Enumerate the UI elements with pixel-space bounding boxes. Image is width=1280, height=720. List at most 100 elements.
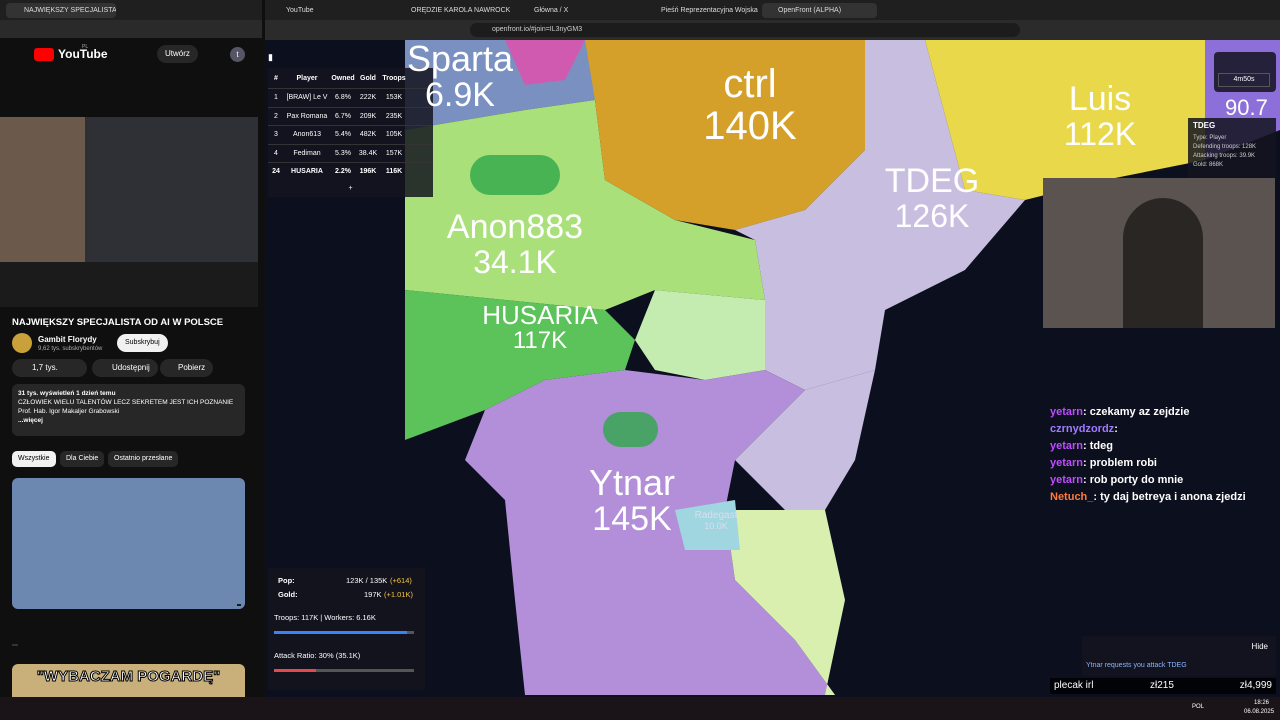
edge-label: 90.7: [1225, 95, 1268, 120]
info-line: Gold: 868K: [1193, 162, 1224, 168]
region: PL: [82, 44, 89, 50]
thumbnail[interactable]: [12, 478, 245, 609]
pop-delta: (+614): [390, 576, 412, 585]
troops-slider[interactable]: [274, 631, 414, 634]
cell: 209K: [359, 112, 377, 120]
chat-message: yetarn: czekamy az zejdzie: [1050, 406, 1270, 418]
avatar[interactable]: t: [230, 47, 245, 62]
cell: 482K: [359, 131, 377, 139]
webcam: [1043, 178, 1275, 328]
cell: HUSARIA: [291, 168, 323, 176]
next-thumbnail[interactable]: "WYBACZAM POGARDĘ": [12, 664, 245, 697]
filter-chip[interactable]: Dla Ciebie: [60, 451, 105, 467]
goal-item: plecak irl: [1054, 680, 1094, 691]
chat-user[interactable]: yetarn: [1050, 457, 1084, 469]
tab[interactable]: OpenFront (ALPHA): [762, 3, 877, 18]
info-line: Attacking troops: 39.9K: [1193, 153, 1256, 159]
column-header: Owned: [331, 74, 355, 82]
player-info: TDEG Type: Player Defending troops: 128K A…: [1188, 118, 1276, 178]
clock-date: 06.08.2025: [1244, 709, 1275, 715]
cell: 2: [274, 112, 278, 120]
share-button[interactable]: Udostępnij: [92, 359, 158, 377]
separator: :: [1083, 440, 1090, 452]
attack-slider[interactable]: [274, 669, 414, 672]
subscribe-button[interactable]: Subskrybuj: [117, 334, 168, 352]
column-header: Troops: [382, 74, 406, 82]
chat-text: rob porty do mnie: [1089, 474, 1184, 486]
leaderboard-row: 2 Pax Romana 6.7% 209K 235K: [268, 106, 433, 126]
hide-button[interactable]: Hide: [1251, 642, 1268, 651]
language[interactable]: POL: [1192, 704, 1205, 710]
map[interactable]: [405, 40, 1280, 695]
chat: yetarn: czekamy az zejdzie czrnydzordz: y…: [1050, 406, 1270, 508]
column-header: Player: [296, 74, 318, 82]
cell: Fediman: [293, 149, 321, 157]
description[interactable]: 31 tys. wyświetleń 1 dzień temu CZŁOWIEK …: [12, 384, 245, 436]
video-player[interactable]: [0, 117, 258, 307]
column-header: Gold: [360, 74, 376, 82]
goal-current: zł215: [1150, 680, 1174, 691]
logo[interactable]: YouTube: [58, 47, 108, 61]
badge: [12, 644, 18, 646]
cell: 5.3%: [335, 149, 351, 157]
cell: 222K: [359, 94, 377, 102]
gold: 197K: [364, 590, 382, 599]
leaderboard: # Player Owned Gold Troops 1 [BRAW] Le V 6.8% 22…: [268, 68, 433, 197]
tab[interactable]: NAJWIĘKSZY SPECJALISTA OD: [6, 3, 116, 18]
cell: 6.7%: [335, 112, 351, 120]
description-line: Prof. Hab. Igor Makaljer Grabowski: [18, 408, 120, 415]
pop-label: Pop:: [278, 576, 295, 585]
leaderboard-icon[interactable]: ▮: [268, 52, 273, 62]
cell: 1: [274, 94, 278, 102]
attack-ratio: Attack Ratio: 30% (35.1K): [274, 651, 361, 660]
expand-button[interactable]: +: [348, 184, 353, 192]
stats-panel: Pop: 123K / 135K (+614) Gold: 197K (+1.0…: [268, 568, 425, 690]
chat-user[interactable]: Netuch_: [1050, 491, 1094, 503]
chat-user[interactable]: yetarn: [1050, 406, 1084, 418]
troops: Troops: 117K | Workers: 6.16K: [274, 613, 376, 622]
subscribers: 9,62 tys. subskrybentów: [38, 346, 103, 352]
territory-troops: 112K: [1063, 115, 1137, 152]
player-name: TDEG: [1193, 121, 1216, 130]
cell: 157K: [385, 149, 403, 157]
download-button[interactable]: Pobierz: [160, 359, 214, 377]
channel-name[interactable]: Gambit Florydy: [38, 335, 97, 344]
cell: 235K: [385, 112, 403, 120]
chat-message: czrnydzordz:: [1050, 423, 1270, 435]
chat-user[interactable]: czrnydzordz: [1050, 423, 1115, 435]
events-panel: Hide Ytnar requests you attack TDEG: [1082, 636, 1276, 676]
filter-chip[interactable]: Ostatnio przesłane: [108, 451, 179, 467]
territory-name: TDEG: [884, 162, 980, 200]
cell: 2.2%: [335, 168, 351, 176]
address-bar[interactable]: openfront.io/#join=IL3nyGM3: [470, 23, 1020, 37]
tab[interactable]: Pieśń Reprezentacyjna Wojska Polskie: [661, 7, 760, 14]
separator: :: [1083, 457, 1090, 469]
channel-avatar[interactable]: [12, 333, 32, 353]
territory-troops: 117K: [512, 327, 568, 355]
gold-label: Gold:: [278, 590, 298, 599]
tab[interactable]: Główna / X: [534, 7, 569, 14]
leaderboard-row: 3 Anon613 5.4% 482K 105K: [268, 125, 433, 144]
leaderboard-header: # Player Owned Gold Troops: [268, 68, 433, 88]
territory-name: HUSARIA: [482, 300, 598, 330]
chat-text: czekamy az zejdzie: [1089, 406, 1190, 418]
chat-user[interactable]: yetarn: [1050, 440, 1084, 452]
timer: 4m50s: [1218, 73, 1270, 87]
left-window: NAJWIĘKSZY SPECJALISTA OD YouTube PL Utw…: [0, 0, 262, 697]
territory-troops: 140K: [703, 104, 797, 148]
tab[interactable]: YouTube: [286, 7, 314, 14]
description-line: CZŁOWIEK WIELU TALENTÓW LECZ SEKRETEM JE…: [18, 399, 234, 406]
yt-icon: [34, 48, 54, 61]
like-button[interactable]: 1,7 tys.: [12, 359, 87, 377]
description-line: ...więcej: [18, 417, 43, 424]
cell: 5.4%: [335, 131, 351, 139]
territory-troops: 10.0K: [704, 520, 728, 531]
chat-user[interactable]: yetarn: [1050, 474, 1084, 486]
create-button[interactable]: Utwórz: [157, 45, 198, 63]
event-message: Ytnar requests you attack TDEG: [1086, 662, 1187, 669]
cell: 4: [274, 149, 278, 157]
territory-name: Radegast: [694, 510, 738, 521]
tab[interactable]: ORĘDZIE KAROLA NAWROCKIEGO: [411, 7, 510, 14]
filter-chip[interactable]: Wszystkie: [12, 451, 56, 467]
cell: 24: [272, 168, 280, 176]
